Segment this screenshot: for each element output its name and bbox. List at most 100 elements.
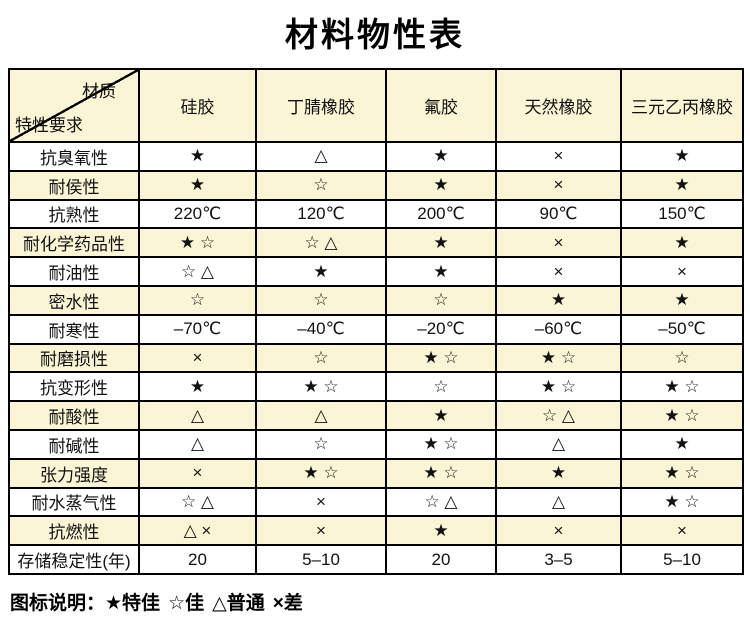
legend-item: ×差: [272, 592, 303, 614]
cell-value: 120℃: [255, 198, 387, 230]
row-label: 抗熟性: [8, 198, 140, 230]
cell-value: ×: [495, 227, 622, 259]
table-row: 耐酸性 △ △ ★ ☆ △ ★ ☆: [8, 400, 744, 431]
row-label: 耐油性: [8, 256, 140, 287]
cell-value: ★: [495, 457, 622, 489]
cell-value: ★: [620, 169, 744, 201]
cell-value: ☆ △: [385, 486, 497, 518]
page-title: 材料物性表: [285, 16, 465, 53]
cell-value: △ ×: [138, 515, 257, 547]
cell-value: ×: [138, 342, 257, 374]
cell-value: 150℃: [620, 198, 744, 230]
table-body: 抗臭氧性 ★ △ ★ × ★ 耐侯性 ★ ☆ ★ × ★ 抗熟性 220℃ 120℃ 200℃ 90℃ 150℃ 耐…: [8, 141, 744, 575]
cell-value: △: [255, 400, 387, 431]
cell-value: ☆: [255, 284, 387, 316]
cell-value: ★: [255, 256, 387, 287]
table-row: 耐侯性 ★ ☆ ★ × ★: [8, 169, 744, 201]
row-label: 耐侯性: [8, 169, 140, 201]
cell-value: 20: [138, 544, 257, 575]
legend-item: ☆佳: [168, 592, 205, 614]
cell-value: ★: [385, 227, 497, 259]
cell-value: 200℃: [385, 198, 497, 230]
cell-value: ★: [138, 169, 257, 201]
cell-value: ★ ☆: [385, 428, 497, 460]
table-row: 耐化学药品性 ★ ☆ ☆ △ ★ × ★: [8, 227, 744, 259]
legend-prefix: 图标说明：: [10, 592, 106, 614]
table-row: 抗熟性 220℃ 120℃ 200℃ 90℃ 150℃: [8, 198, 744, 230]
material-properties-table: 材质 特性要求 硅胶 丁腈橡胶 氟胶 天然橡胶 三元乙丙橡胶 抗臭氧性 ★ △ ★ × ★ 耐侯性 ★…: [8, 68, 744, 575]
row-label: 存储稳定性(年): [8, 544, 140, 575]
cell-value: ☆: [255, 169, 387, 201]
table-head: 材质 特性要求 硅胶 丁腈橡胶 氟胶 天然橡胶 三元乙丙橡胶: [8, 68, 744, 143]
table-row: 张力强度 × ★ ☆ ★ ☆ ★ ★ ☆: [8, 457, 744, 489]
cell-value: ★: [385, 400, 497, 431]
cell-value: –20℃: [385, 313, 497, 345]
cell-value: –60℃: [495, 313, 622, 345]
table-row: 存储稳定性(年) 20 5–10 20 3–5 5–10: [8, 544, 744, 575]
cell-value: △: [255, 141, 387, 172]
cell-value: ☆ △: [255, 227, 387, 259]
cell-value: ★ ☆: [138, 227, 257, 259]
cell-value: △: [495, 486, 622, 518]
table-row: 耐碱性 △ ☆ ★ ☆ △ ★: [8, 428, 744, 460]
cell-value: ★: [620, 284, 744, 316]
cell-value: 5–10: [620, 544, 744, 575]
cell-value: ★ ☆: [620, 486, 744, 518]
cell-value: –40℃: [255, 313, 387, 345]
table-row: 抗燃性 △ × × ★ × ×: [8, 515, 744, 547]
cell-value: 220℃: [138, 198, 257, 230]
header-row: 材质 特性要求 硅胶 丁腈橡胶 氟胶 天然橡胶 三元乙丙橡胶: [8, 68, 744, 143]
row-label: 抗燃性: [8, 515, 140, 547]
cell-value: ☆: [620, 342, 744, 374]
column-header-1: 丁腈橡胶: [255, 68, 387, 143]
cell-value: ×: [495, 169, 622, 201]
cell-value: ★: [385, 141, 497, 172]
cell-value: 20: [385, 544, 497, 575]
cell-value: ×: [495, 141, 622, 172]
cell-value: ★ ☆: [255, 457, 387, 489]
corner-cell: 材质 特性要求: [8, 68, 140, 143]
cell-value: ★ ☆: [495, 342, 622, 374]
corner-label-material: 材质: [82, 82, 116, 101]
cell-value: ★: [385, 256, 497, 287]
cell-value: ☆ △: [138, 486, 257, 518]
cell-value: ★: [620, 227, 744, 259]
cell-value: ★: [620, 428, 744, 460]
legend-item: ★特佳: [105, 592, 161, 614]
cell-value: 5–10: [255, 544, 387, 575]
row-label: 抗变形性: [8, 371, 140, 403]
cell-value: 90℃: [495, 198, 622, 230]
cell-value: ☆ △: [138, 256, 257, 287]
column-header-3: 天然橡胶: [495, 68, 622, 143]
cell-value: ★: [620, 141, 744, 172]
cell-value: △: [138, 428, 257, 460]
cell-value: ×: [495, 256, 622, 287]
cell-value: ☆: [255, 342, 387, 374]
cell-value: ☆: [138, 284, 257, 316]
table-row: 密水性 ☆ ☆ ☆ ★ ★: [8, 284, 744, 316]
cell-value: ★ ☆: [620, 457, 744, 489]
cell-value: ★ ☆: [620, 371, 744, 403]
cell-value: ×: [138, 457, 257, 489]
table-row: 耐寒性 –70℃ –40℃ –20℃ –60℃ –50℃: [8, 313, 744, 345]
cell-value: △: [138, 400, 257, 431]
cell-value: ★ ☆: [385, 342, 497, 374]
legend: 图标说明：★特佳 ☆佳 △普通 ×差: [10, 588, 742, 615]
row-label: 张力强度: [8, 457, 140, 489]
column-header-4: 三元乙丙橡胶: [620, 68, 744, 143]
cell-value: ★: [138, 141, 257, 172]
cell-value: △: [495, 428, 622, 460]
cell-value: ★: [385, 169, 497, 201]
cell-value: ×: [495, 515, 622, 547]
cell-value: ★: [495, 284, 622, 316]
cell-value: 3–5: [495, 544, 622, 575]
cell-value: ×: [255, 486, 387, 518]
cell-value: ☆ △: [495, 400, 622, 431]
legend-items: ★特佳 ☆佳 △普通 ×差: [105, 593, 311, 614]
cell-value: ×: [620, 256, 744, 287]
cell-value: –70℃: [138, 313, 257, 345]
column-header-0: 硅胶: [138, 68, 257, 143]
cell-value: ×: [620, 515, 744, 547]
cell-value: ☆: [255, 428, 387, 460]
